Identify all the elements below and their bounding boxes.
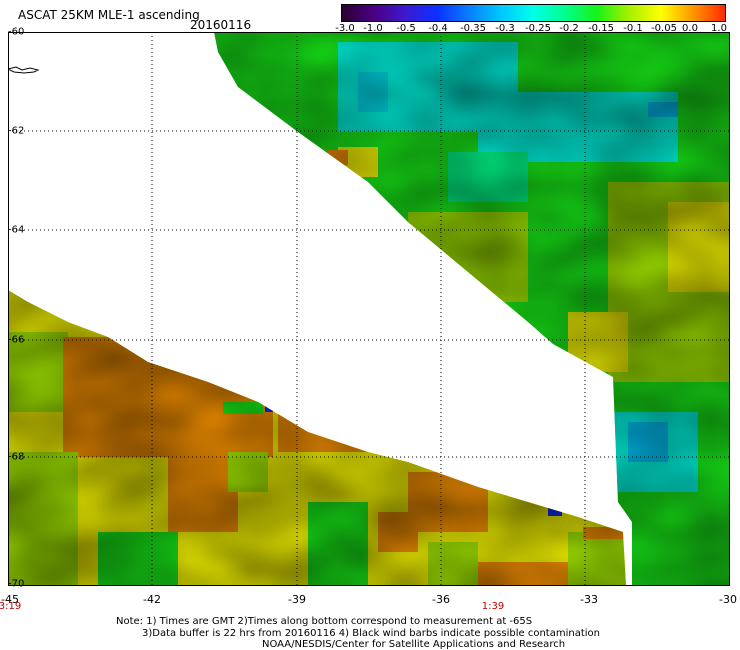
lon-label: -30: [719, 593, 737, 606]
note-line: Note: 1) Times are GMT 2)Times along bot…: [116, 616, 533, 627]
time-label: 1:39: [481, 601, 505, 612]
color-tick: -0.5: [396, 23, 416, 34]
time-label: 3:19: [0, 601, 22, 612]
lon-label: -39: [288, 593, 306, 606]
color-tick: -0.3: [495, 23, 515, 34]
color-tick: -3.0: [335, 23, 355, 34]
lat-label: -62: [8, 125, 25, 137]
map-date: 20160116: [190, 18, 252, 32]
color-tick: -0.15: [588, 23, 614, 34]
color-tick: -0.35: [460, 23, 486, 34]
color-tick: -0.2: [559, 23, 579, 34]
color-tick: -1.0: [363, 23, 383, 34]
color-tick: 0.0: [682, 23, 698, 34]
lat-label: -66: [8, 334, 25, 346]
lon-label: -36: [432, 593, 450, 606]
color-scale-bar: [341, 4, 726, 22]
color-tick: -0.4: [428, 23, 448, 34]
coastline: [8, 66, 40, 74]
map-title: ASCAT 25KM MLE-1 ascending: [18, 8, 200, 22]
lon-label: -42: [143, 593, 161, 606]
color-tick: -0.05: [651, 23, 677, 34]
graticule: [8, 32, 730, 586]
note-line: NOAA/NESDIS/Center for Satellite Applica…: [262, 639, 566, 650]
lat-label: -60: [8, 26, 25, 38]
lon-label: -33: [580, 593, 598, 606]
wind-map[interactable]: [8, 32, 730, 586]
lat-label: -68: [8, 451, 25, 463]
note-line: 3)Data buffer is 22 hrs from 20160116 4)…: [142, 628, 600, 639]
color-tick: -0.25: [525, 23, 551, 34]
color-tick: -0.1: [623, 23, 643, 34]
lat-label: -70: [8, 578, 25, 590]
color-tick: 1.0: [711, 23, 727, 34]
lon-label: -45: [1, 593, 19, 606]
lat-label: -64: [8, 224, 25, 236]
